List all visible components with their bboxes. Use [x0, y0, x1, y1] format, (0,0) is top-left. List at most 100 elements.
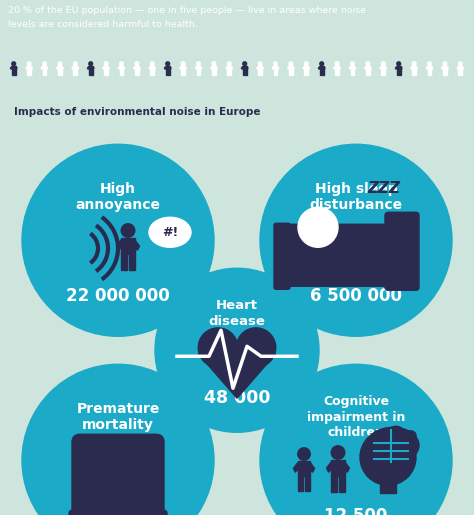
- Polygon shape: [121, 254, 127, 270]
- Polygon shape: [366, 66, 370, 71]
- FancyBboxPatch shape: [380, 471, 396, 493]
- Polygon shape: [103, 66, 105, 70]
- Polygon shape: [245, 71, 246, 75]
- Polygon shape: [12, 66, 16, 71]
- Polygon shape: [288, 66, 290, 70]
- Polygon shape: [349, 66, 351, 70]
- Circle shape: [89, 62, 92, 65]
- Polygon shape: [298, 461, 310, 476]
- Polygon shape: [135, 71, 137, 75]
- Polygon shape: [92, 66, 94, 70]
- Polygon shape: [414, 71, 416, 75]
- Circle shape: [289, 62, 293, 65]
- Polygon shape: [369, 66, 371, 70]
- Polygon shape: [200, 66, 202, 70]
- Circle shape: [443, 62, 447, 65]
- Polygon shape: [304, 71, 306, 75]
- Text: Premature
mortality: Premature mortality: [76, 402, 160, 433]
- Polygon shape: [382, 66, 385, 71]
- Polygon shape: [181, 71, 183, 75]
- Circle shape: [150, 62, 154, 65]
- Polygon shape: [298, 476, 303, 490]
- Text: levels are considered harmful to health.: levels are considered harmful to health.: [8, 20, 198, 29]
- Polygon shape: [458, 66, 462, 71]
- Polygon shape: [445, 71, 447, 75]
- Polygon shape: [73, 71, 75, 75]
- Circle shape: [351, 62, 355, 65]
- Text: Heart
disease: Heart disease: [209, 299, 265, 328]
- Polygon shape: [339, 476, 345, 492]
- Polygon shape: [168, 71, 170, 75]
- Text: Cognitive
impairment in
children: Cognitive impairment in children: [307, 395, 405, 439]
- FancyBboxPatch shape: [385, 212, 419, 290]
- Polygon shape: [61, 66, 63, 70]
- Circle shape: [58, 62, 62, 65]
- Polygon shape: [229, 71, 231, 75]
- Circle shape: [298, 448, 310, 460]
- Circle shape: [243, 62, 246, 65]
- Polygon shape: [12, 71, 13, 75]
- Polygon shape: [106, 71, 108, 75]
- Circle shape: [166, 62, 170, 65]
- Polygon shape: [327, 462, 334, 472]
- Polygon shape: [183, 71, 185, 75]
- Ellipse shape: [404, 431, 416, 440]
- Text: High sleep
disturbance: High sleep disturbance: [310, 182, 402, 213]
- Polygon shape: [89, 66, 92, 71]
- Polygon shape: [400, 66, 402, 70]
- Circle shape: [458, 62, 462, 65]
- Circle shape: [236, 328, 276, 367]
- Circle shape: [320, 62, 324, 65]
- Polygon shape: [331, 460, 345, 476]
- Polygon shape: [214, 71, 216, 75]
- Polygon shape: [292, 66, 294, 70]
- Polygon shape: [89, 71, 91, 75]
- Polygon shape: [58, 66, 62, 71]
- Circle shape: [22, 144, 214, 336]
- Polygon shape: [258, 71, 260, 75]
- Polygon shape: [107, 66, 109, 70]
- Polygon shape: [443, 71, 445, 75]
- Polygon shape: [257, 66, 259, 70]
- Polygon shape: [289, 66, 293, 71]
- FancyBboxPatch shape: [278, 224, 414, 259]
- Circle shape: [428, 62, 431, 65]
- Polygon shape: [164, 66, 166, 70]
- Polygon shape: [412, 66, 416, 71]
- Text: 12 500: 12 500: [324, 507, 388, 515]
- Circle shape: [360, 430, 416, 485]
- Polygon shape: [384, 66, 386, 70]
- Circle shape: [43, 62, 46, 65]
- Polygon shape: [58, 71, 60, 75]
- Polygon shape: [293, 462, 300, 472]
- Polygon shape: [30, 66, 32, 70]
- Polygon shape: [319, 66, 320, 70]
- Circle shape: [22, 364, 214, 515]
- Polygon shape: [195, 66, 197, 70]
- Polygon shape: [320, 71, 321, 75]
- Polygon shape: [166, 66, 170, 71]
- Polygon shape: [260, 71, 262, 75]
- Polygon shape: [228, 71, 229, 75]
- Polygon shape: [180, 66, 182, 70]
- Polygon shape: [135, 66, 139, 71]
- Polygon shape: [122, 71, 123, 75]
- Polygon shape: [368, 71, 370, 75]
- Polygon shape: [41, 66, 43, 70]
- Polygon shape: [46, 66, 48, 70]
- Polygon shape: [197, 66, 201, 71]
- Polygon shape: [246, 66, 248, 70]
- Polygon shape: [303, 66, 305, 70]
- Polygon shape: [428, 66, 431, 71]
- Polygon shape: [382, 71, 383, 75]
- Polygon shape: [76, 66, 79, 70]
- Polygon shape: [118, 66, 120, 70]
- Polygon shape: [307, 71, 308, 75]
- Polygon shape: [276, 71, 277, 75]
- Polygon shape: [351, 71, 352, 75]
- Polygon shape: [134, 66, 136, 70]
- Polygon shape: [342, 462, 349, 472]
- Polygon shape: [230, 66, 233, 70]
- Circle shape: [27, 62, 31, 65]
- Polygon shape: [462, 66, 464, 70]
